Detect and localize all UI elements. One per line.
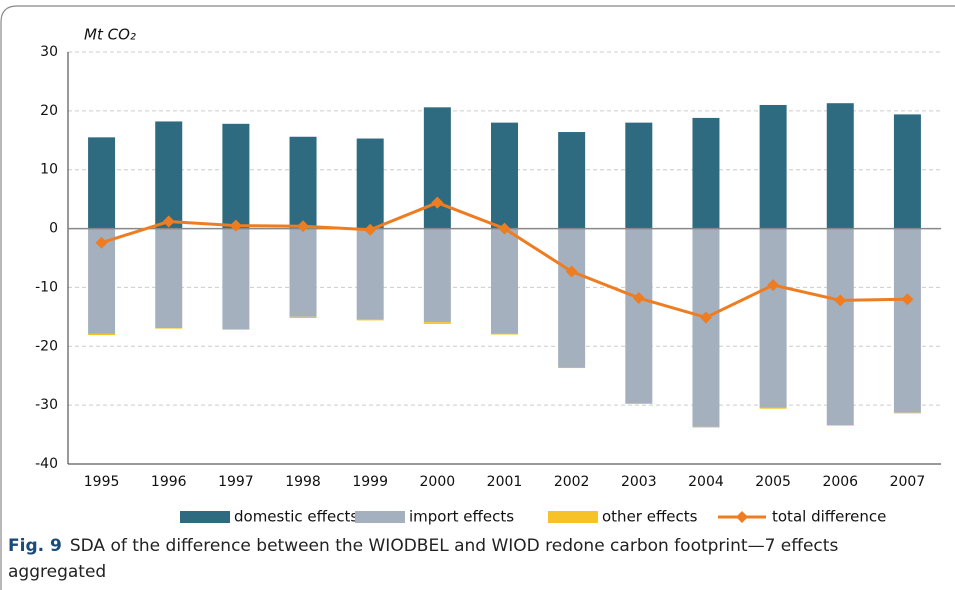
bar — [893, 114, 921, 229]
caption-label: Fig. 9 — [8, 536, 62, 556]
bar — [826, 228, 854, 426]
y-tick-label: 10 — [40, 162, 58, 178]
x-tick-label: 2003 — [621, 474, 657, 490]
bar — [558, 367, 586, 369]
bar — [88, 137, 116, 229]
legend-swatch — [548, 511, 598, 523]
bar — [625, 228, 653, 404]
marker — [901, 293, 914, 306]
bar — [759, 228, 787, 408]
marker — [297, 220, 310, 233]
y-tick-label: -30 — [35, 397, 58, 413]
bar — [289, 228, 317, 317]
bar — [88, 333, 116, 336]
bar — [222, 228, 250, 330]
bar — [491, 228, 518, 334]
bar — [759, 407, 787, 409]
y-tick-label: -20 — [35, 338, 58, 354]
bar — [423, 228, 451, 323]
bar — [423, 322, 451, 324]
marker — [498, 222, 511, 235]
bar — [356, 319, 384, 321]
marker — [162, 215, 175, 228]
bar — [155, 328, 183, 329]
x-tick-label: 1998 — [285, 474, 321, 490]
marker — [834, 294, 847, 307]
y-tick-label: -40 — [35, 456, 58, 472]
bar — [222, 123, 250, 229]
caption-text: aggregated — [8, 562, 106, 582]
bar — [826, 425, 854, 426]
legend-label: total difference — [772, 508, 886, 526]
frame — [0, 5, 955, 590]
bar — [558, 228, 586, 368]
caption: Fig. 9 SDA of the difference between the … — [8, 536, 838, 556]
bar — [625, 122, 653, 229]
y-tick-label: 30 — [40, 44, 58, 60]
y-tick-label: 0 — [49, 221, 58, 237]
marker — [699, 311, 712, 324]
x-tick-label: 2002 — [554, 474, 590, 490]
bar — [826, 103, 854, 229]
marker — [431, 196, 444, 209]
x-tick-label: 1997 — [218, 474, 254, 490]
y-tick-label: 20 — [40, 103, 58, 119]
marker — [364, 223, 377, 236]
bar — [692, 228, 720, 427]
marker — [565, 265, 578, 278]
legend-swatch — [736, 511, 748, 523]
bar — [289, 316, 317, 319]
bar — [558, 132, 586, 229]
x-tick-label: 2005 — [755, 474, 791, 490]
marker — [632, 292, 645, 305]
x-tick-label: 2007 — [890, 474, 926, 490]
legend-swatch — [355, 511, 405, 523]
y-tick-label: -10 — [35, 279, 58, 295]
y-axis-label: Mt CO₂ — [84, 26, 136, 44]
bar — [759, 104, 787, 229]
bar — [893, 412, 921, 414]
bar — [625, 403, 653, 404]
x-tick-label: 1999 — [352, 474, 388, 490]
marker — [229, 219, 242, 232]
bar — [222, 329, 250, 330]
legend-label: other effects — [602, 508, 698, 526]
bar — [491, 333, 518, 335]
x-tick-label: 2000 — [420, 474, 456, 490]
bar — [289, 136, 317, 229]
x-tick-label: 1995 — [84, 474, 120, 490]
legend-swatch — [180, 511, 230, 523]
bar — [491, 122, 518, 229]
x-tick-label: 1996 — [151, 474, 187, 490]
marker — [767, 279, 780, 292]
legend-label: domestic effects — [234, 508, 358, 526]
x-tick-label: 2001 — [487, 474, 523, 490]
bar — [155, 121, 183, 229]
bar — [423, 107, 451, 229]
marker — [95, 236, 108, 249]
x-tick-label: 2004 — [688, 474, 724, 490]
bar — [356, 138, 384, 229]
bar — [692, 117, 720, 229]
bar — [893, 228, 921, 413]
bar — [356, 228, 384, 320]
bar — [155, 228, 183, 329]
caption-text: SDA of the difference between the WIODBE… — [70, 536, 839, 556]
bar — [692, 426, 720, 428]
x-tick-label: 2006 — [822, 474, 858, 490]
legend-label: import effects — [409, 508, 514, 526]
